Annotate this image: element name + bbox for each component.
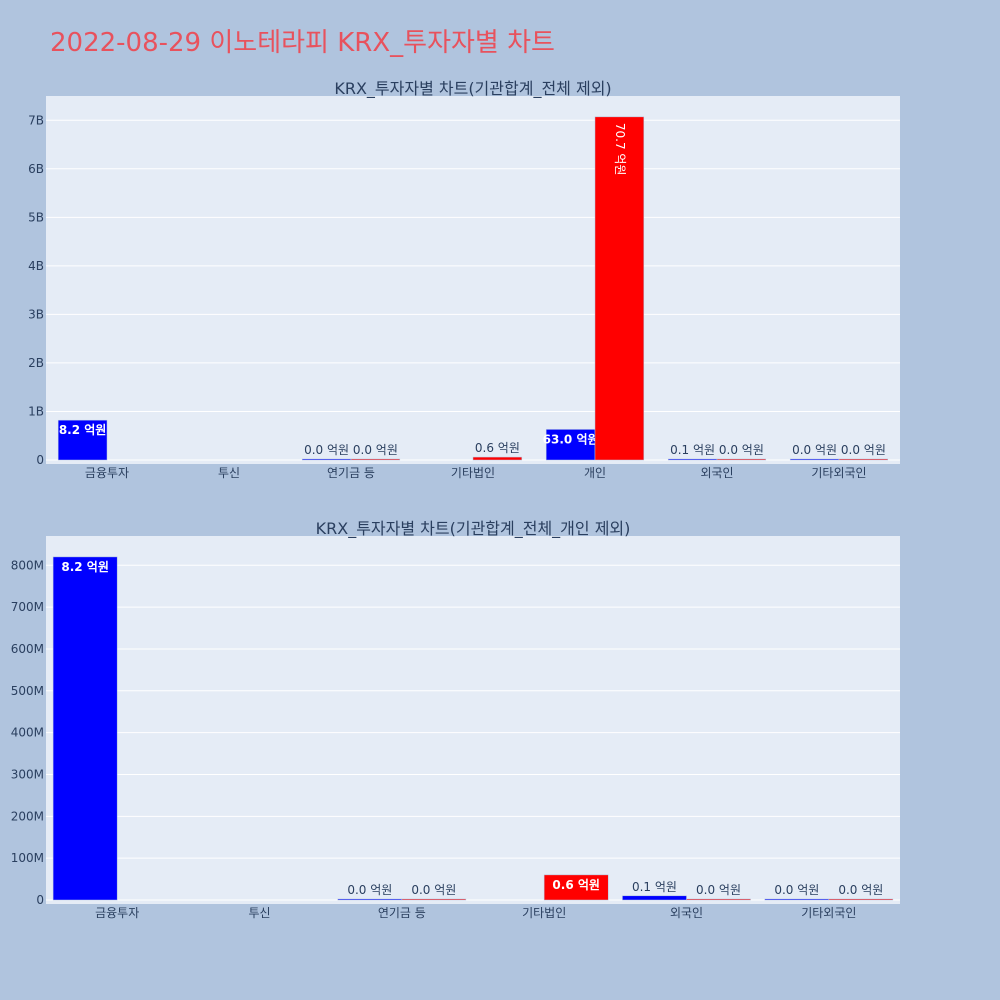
chart2-y-tick-label: 400M (11, 726, 44, 740)
chart1-plot-area (46, 96, 900, 464)
chart2-bar (622, 895, 687, 901)
chart2-x-tick-label: 기타외국인 (801, 906, 856, 920)
chart2-data-label: 8.2 억원 (61, 560, 109, 574)
chart2-y-tick-label: 500M (11, 684, 44, 698)
chart1-bar (350, 458, 401, 461)
chart2-x-tick-label: 기타법인 (522, 906, 566, 920)
chart1-y-tick-label: 0 (36, 453, 44, 467)
chart2-y-tick-label: 600M (11, 642, 44, 656)
chart2-bar (828, 898, 894, 901)
chart2-bar (401, 898, 467, 901)
chart2-x-tick-label: 투신 (248, 906, 270, 920)
chart1-bar (594, 116, 645, 461)
chart2-data-label: 0.6 억원 (552, 878, 600, 892)
chart1-data-label: 0.1 억원 (670, 443, 715, 457)
chart1-x-tick-label: 연기금 등 (327, 466, 375, 480)
chart1-title: KRX_투자자별 차트(기관합계_전체 제외) (334, 79, 611, 99)
chart1-x-tick-label: 투신 (218, 466, 240, 480)
chart1-y-tick-label: 7B (28, 113, 44, 127)
chart1-bar (301, 458, 352, 461)
chart2-bar (52, 556, 118, 901)
chart2-data-label: 0.0 억원 (774, 883, 819, 897)
chart1-bar (667, 458, 718, 461)
chart2-data-label: 0.0 억원 (696, 883, 741, 897)
chart2-y-tick-label: 800M (11, 558, 44, 572)
chart1-bar (545, 429, 596, 461)
chart2-y-tick-label: 700M (11, 600, 44, 614)
chart2-data-label: 0.0 억원 (411, 883, 456, 897)
chart1-y-tick-label: 5B (28, 210, 44, 224)
page-title: 2022-08-29 이노테라피 KRX_투자자별 차트 (50, 28, 555, 58)
chart1-x-tick-label: 개인 (584, 466, 606, 480)
chart1-bar (789, 458, 840, 461)
chart1-bar (838, 458, 889, 461)
chart2-plot-area (46, 536, 900, 904)
chart2-data-label: 0.1 억원 (632, 880, 677, 894)
chart1-data-label: 0.0 억원 (719, 443, 764, 457)
chart2-x-tick-label: 금융투자 (95, 906, 139, 920)
chart1-x-tick-label: 기타외국인 (811, 466, 866, 480)
chart1-y-tick-label: 2B (28, 356, 44, 370)
chart1-bar (716, 458, 767, 461)
chart1-data-label: 0.6 억원 (475, 441, 520, 455)
chart2-y-tick-label: 0 (36, 893, 44, 907)
chart1-data-label: 0.0 억원 (792, 443, 837, 457)
chart2-data-label: 0.0 억원 (347, 883, 392, 897)
chart1-data-label: 70.7 억원 (613, 123, 627, 176)
chart1-data-label: 0.0 억원 (353, 443, 398, 457)
chart1-x-tick-label: 외국인 (700, 466, 733, 480)
chart1-y-tick-label: 1B (28, 404, 44, 418)
chart1-y-tick-label: 4B (28, 259, 44, 273)
chart2-x-tick-label: 외국인 (670, 906, 703, 920)
chart2-bar (543, 874, 609, 901)
chart1-bar (472, 456, 523, 461)
chart2-title: KRX_투자자별 차트(기관합계_전체_개인 제외) (316, 519, 631, 539)
chart1-x-tick-label: 기타법인 (451, 466, 495, 480)
chart1-y-tick-label: 6B (28, 162, 44, 176)
chart1-y-tick-label: 3B (28, 307, 44, 321)
chart2-y-tick-label: 100M (11, 851, 44, 865)
chart1-bar (57, 419, 108, 461)
chart2-bar (764, 898, 830, 901)
chart2-y-tick-label: 200M (11, 809, 44, 823)
chart2-data-label: 0.0 억원 (838, 883, 883, 897)
chart1-data-label: 0.0 억원 (841, 443, 886, 457)
chart2-bar (686, 898, 751, 901)
chart1-data-label: 0.0 억원 (304, 443, 349, 457)
chart2-x-tick-label: 연기금 등 (378, 906, 426, 920)
chart2-bar (337, 898, 403, 901)
chart1-data-label: 63.0 억원 (543, 432, 599, 446)
chart1-x-tick-label: 금융투자 (85, 466, 129, 480)
chart2-y-tick-label: 300M (11, 767, 44, 781)
chart1-data-label: 8.2 억원 (59, 423, 107, 437)
